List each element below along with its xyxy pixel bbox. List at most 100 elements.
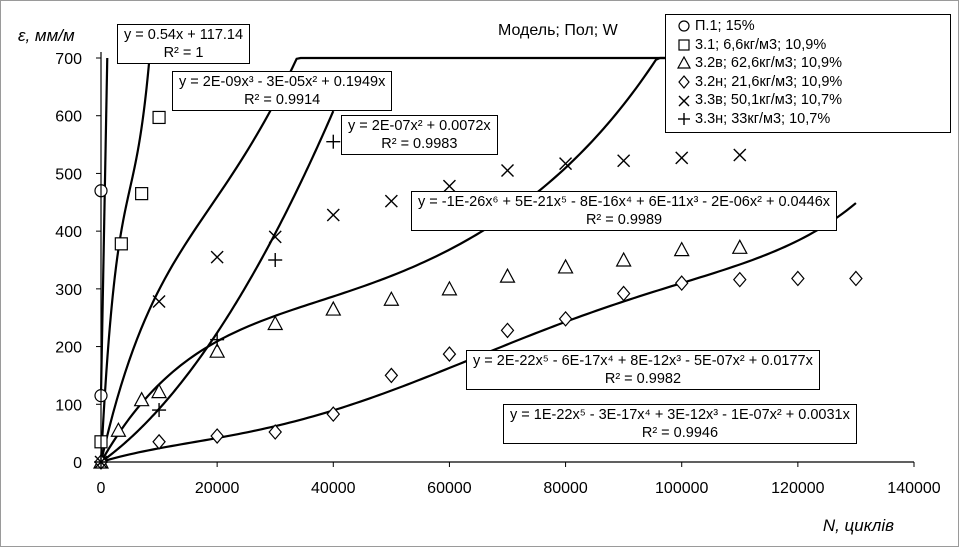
data-point <box>791 270 805 287</box>
legend-item: 3.2н; 21,6кг/м3; 10,9% <box>676 73 944 92</box>
data-point <box>676 56 692 70</box>
trendline-equation: y = 2E-09x³ - 3E-05x² + 0.1949x <box>179 74 386 90</box>
x-tick-label: 60000 <box>427 480 472 497</box>
trendline-annotation: y = 0.54x + 117.14 R² = 1 <box>117 24 251 64</box>
data-point <box>442 179 456 193</box>
data-point <box>678 95 690 107</box>
x-tick-label: 80000 <box>543 480 588 497</box>
data-point <box>616 285 631 302</box>
data-point <box>114 237 128 251</box>
x-tick-label: 40000 <box>311 480 356 497</box>
legend-label: 3.3н; 33кг/м3; 10,7% <box>695 110 831 127</box>
data-point <box>210 250 224 264</box>
trendline-equation: y = 2E-22x⁵ - 6E-17x⁴ + 8E-12x³ - 5E-07x… <box>473 353 813 369</box>
trendline-r2: R² = 0.9982 <box>604 371 682 387</box>
data-point <box>326 208 340 222</box>
data-point <box>557 258 574 274</box>
legend-item: П.1; 15% <box>676 17 944 36</box>
legend-marker-icon <box>676 56 692 70</box>
tick-labels: 0 100 200 300 400 500 600 700 0 20000 40000 60000 80… <box>55 51 941 497</box>
data-point <box>209 342 226 358</box>
data-point <box>499 267 516 283</box>
data-point <box>501 164 514 178</box>
data-point <box>135 187 149 201</box>
legend-item: 3.1; 6,6кг/м3; 10,9% <box>676 36 944 55</box>
trendline <box>99 56 160 463</box>
trendline-r2: R² = 0.9989 <box>585 212 663 228</box>
trendline-annotation: y = 2E-09x³ - 3E-05x² + 0.1949x R² = 0.9… <box>172 71 393 111</box>
legend-label: П.1; 15% <box>695 18 755 34</box>
data-point <box>559 157 573 171</box>
data-point <box>678 20 690 32</box>
data-point <box>732 271 747 288</box>
data-point <box>383 290 400 306</box>
data-point <box>326 406 341 423</box>
data-point <box>152 110 166 125</box>
data-point <box>152 433 166 450</box>
trendline-annotation: y = -1E-26x⁶ + 5E-21x⁵ - 8E-16x⁴ + 6E-11… <box>411 191 838 231</box>
data-point <box>152 295 166 309</box>
data-point <box>152 403 167 418</box>
trendline-annotation: y = 1E-22x⁵ - 3E-17x⁴ + 3E-12x³ - 1E-07x… <box>503 404 857 444</box>
data-markers <box>92 110 863 470</box>
data-point <box>442 346 457 362</box>
data-point <box>268 424 283 440</box>
data-point <box>326 134 341 149</box>
data-point <box>558 310 573 327</box>
data-point <box>733 148 747 162</box>
legend: П.1; 15% 3.1; 6,6кг/м3; 10,9% 3.2в; 62,6кг… <box>665 14 951 133</box>
data-point <box>325 300 342 316</box>
data-point <box>268 253 283 267</box>
x-tick-label: 0 <box>97 480 106 497</box>
trendline-equation: y = -1E-26x⁶ + 5E-21x⁵ - 8E-16x⁴ + 6E-11… <box>418 194 831 210</box>
data-point <box>384 194 398 208</box>
data-point <box>731 239 748 254</box>
data-point <box>678 75 690 90</box>
data-point <box>615 251 632 267</box>
legend-label: 3.2в; 62,6кг/м3; 10,9% <box>695 55 843 72</box>
data-point <box>849 270 863 287</box>
x-tick-label: 20000 <box>195 480 240 497</box>
x-tick-label: 100000 <box>655 480 708 497</box>
data-point <box>617 154 631 168</box>
legend-item: 3.3в; 50,1кг/м3; 10,7% <box>676 91 944 110</box>
data-point <box>110 421 127 437</box>
y-tick-label: 600 <box>55 109 82 126</box>
y-tick-label: 300 <box>55 282 82 299</box>
legend-label: 3.3в; 50,1кг/м3; 10,7% <box>695 92 843 109</box>
legend-marker-icon <box>678 95 690 107</box>
legend-item: 3.3н; 33кг/м3; 10,7% <box>676 110 944 129</box>
y-tick-label: 100 <box>55 397 82 414</box>
legend-item: 3.2в; 62,6кг/м3; 10,9% <box>676 54 944 73</box>
trendline-r2: R² = 0.9914 <box>244 92 321 108</box>
data-point <box>210 428 224 444</box>
x-tick-label: 120000 <box>771 480 824 497</box>
y-tick-label: 200 <box>55 340 82 357</box>
axes <box>96 52 915 467</box>
data-point <box>673 241 690 257</box>
data-point <box>133 391 150 407</box>
data-point <box>678 113 690 126</box>
y-tick-label: 700 <box>55 51 82 68</box>
legend-label: 3.1; 6,6кг/м3; 10,9% <box>695 36 827 53</box>
y-tick-label: 0 <box>73 455 82 472</box>
legend-marker-icon <box>678 113 690 126</box>
legend-marker-icon <box>678 20 690 32</box>
y-axis-label: ε, мм/м <box>18 26 75 45</box>
legend-marker-icon <box>678 39 690 51</box>
trendline <box>99 56 740 463</box>
trendline-r2: R² = 0.9946 <box>641 425 719 441</box>
x-axis-label: N, циклів <box>823 516 894 535</box>
data-point <box>674 275 689 292</box>
trendline-annotation: y = 2E-07x² + 0.0072x R² = 0.9983 <box>341 115 498 155</box>
trendline-annotation: y = 2E-22x⁵ - 6E-17x⁴ + 8E-12x³ - 5E-07x… <box>466 350 820 390</box>
trendline-r2: R² = 0.9983 <box>381 136 458 152</box>
data-point <box>151 383 168 399</box>
trendline <box>99 57 109 395</box>
y-tick-label: 500 <box>55 166 82 183</box>
trendline-equation: y = 0.54x + 117.14 <box>124 27 244 43</box>
data-point <box>384 367 399 384</box>
y-tick-label: 400 <box>55 224 82 241</box>
data-point <box>678 39 690 51</box>
